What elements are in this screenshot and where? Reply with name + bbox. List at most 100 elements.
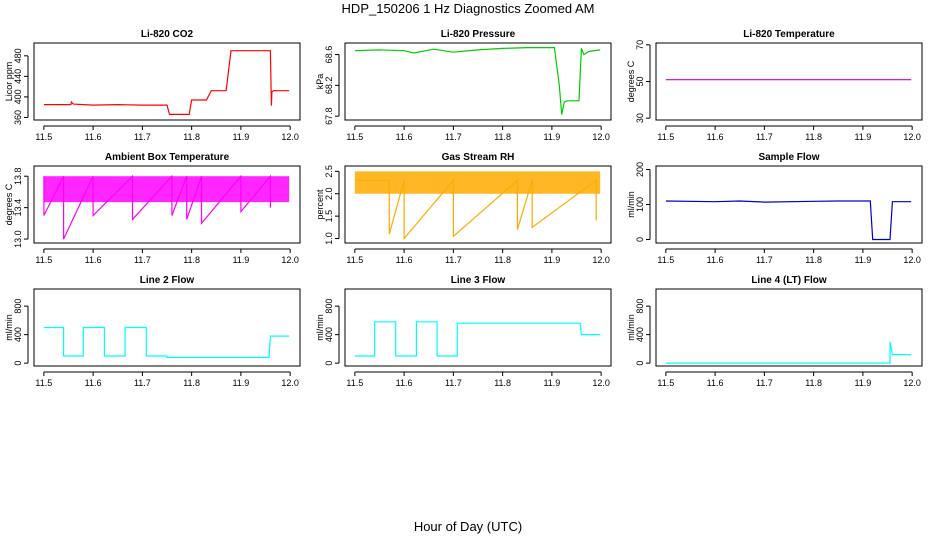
y-axis-label: percent xyxy=(315,189,325,220)
y-axis-label: Licor ppm xyxy=(4,62,14,102)
y-tick-label: 13.8 xyxy=(13,167,23,185)
noise-band xyxy=(43,176,290,203)
panel-title: Line 3 Flow xyxy=(451,275,506,286)
x-tick-label: 12.0 xyxy=(903,132,921,142)
y-tick-label: 440 xyxy=(13,69,23,84)
x-tick-label: 11.5 xyxy=(657,132,674,142)
y-tick-label: 13.0 xyxy=(13,230,23,248)
x-tick-label: 11.7 xyxy=(134,132,151,142)
panel-line-2-flow: Line 2 Flow ml/min 11.5 11.6 11.7 11.8 11.9 12.… xyxy=(4,275,301,388)
x-tick-label: 11.5 xyxy=(657,378,674,388)
y-tick-label: 13.4 xyxy=(13,199,23,217)
panel-li-820-pressure: Li-820 Pressure kPa 11.5 11.6 11.7 11.8 11.9 12… xyxy=(315,29,612,142)
data-series-line xyxy=(43,174,271,240)
x-tick-label: 11.7 xyxy=(134,255,151,265)
x-tick-label: 11.9 xyxy=(232,132,249,142)
x-tick-label: 11.7 xyxy=(445,255,462,265)
plot-frame xyxy=(655,42,923,121)
plot-frame xyxy=(33,165,301,244)
x-tick-label: 11.7 xyxy=(756,255,773,265)
y-axis-label: degrees C xyxy=(626,60,636,102)
plot-frame xyxy=(344,165,612,244)
y-axis-label: ml/min xyxy=(315,314,325,341)
x-tick-label: 12.0 xyxy=(281,255,299,265)
panel-title: Ambient Box Temperature xyxy=(105,152,230,163)
x-tick-label: 11.8 xyxy=(494,255,511,265)
x-tick-label: 12.0 xyxy=(592,132,610,142)
y-tick-label: 2.0 xyxy=(324,187,334,200)
panel-title: Li-820 Temperature xyxy=(743,29,835,40)
data-series-line xyxy=(43,326,290,358)
x-tick-label: 11.5 xyxy=(346,255,363,265)
data-series-line xyxy=(665,200,912,241)
data-series-line xyxy=(43,50,290,116)
panel-ambient-box-temperature: Ambient Box Temperature degrees C 11.5 11.6… xyxy=(4,152,301,265)
x-tick-label: 11.9 xyxy=(854,255,871,265)
y-tick-label: 67.8 xyxy=(324,107,334,125)
panel-sample-flow: Sample Flow ml/min 11.5 11.6 11.7 11.8 11.9 12.… xyxy=(626,152,923,265)
x-tick-label: 11.5 xyxy=(35,255,52,265)
panel-title: Li-820 Pressure xyxy=(441,29,516,40)
y-tick-label: 0 xyxy=(635,361,645,366)
x-tick-label: 11.8 xyxy=(183,132,200,142)
x-tick-label: 11.6 xyxy=(85,378,102,388)
x-tick-label: 12.0 xyxy=(903,255,921,265)
y-axis-label: ml/min xyxy=(626,314,636,341)
x-tick-label: 11.9 xyxy=(854,378,871,388)
y-tick-label: 1.0 xyxy=(324,232,334,245)
x-tick-label: 11.9 xyxy=(543,132,560,142)
y-tick-label: 360 xyxy=(13,110,23,125)
x-tick-label: 11.6 xyxy=(396,255,413,265)
panel-title: Line 4 (LT) Flow xyxy=(751,275,827,286)
y-tick-label: 400 xyxy=(13,89,23,104)
y-tick-label: 68.2 xyxy=(324,77,334,95)
y-axis-label: ml/min xyxy=(626,191,636,218)
y-tick-label: 400 xyxy=(635,327,645,342)
y-tick-label: 0 xyxy=(13,361,23,366)
panel-li-820-temperature: Li-820 Temperature degrees C 11.5 11.6 11.7 1… xyxy=(626,29,923,142)
x-tick-label: 12.0 xyxy=(592,378,610,388)
plot-frame xyxy=(344,288,612,367)
data-series-line xyxy=(354,321,601,357)
x-tick-label: 11.8 xyxy=(494,132,511,142)
panel-title: Line 2 Flow xyxy=(140,275,195,286)
panels-grid: Li-820 CO2 Licor ppm 11.5 11.6 11.7 11.8 11.9 1… xyxy=(4,29,923,388)
x-tick-label: 11.8 xyxy=(805,255,822,265)
x-tick-label: 11.8 xyxy=(805,378,822,388)
y-tick-label: 800 xyxy=(324,299,334,314)
x-tick-label: 11.5 xyxy=(346,132,363,142)
x-tick-label: 12.0 xyxy=(281,132,299,142)
x-tick-label: 11.6 xyxy=(707,255,724,265)
y-tick-label: 2.5 xyxy=(324,165,334,178)
y-tick-label: 200 xyxy=(635,162,645,177)
x-tick-label: 12.0 xyxy=(281,378,299,388)
x-tick-label: 11.6 xyxy=(85,255,102,265)
y-tick-label: 68.6 xyxy=(324,46,334,64)
y-tick-label: 800 xyxy=(13,299,23,314)
plot-frame xyxy=(33,42,301,121)
x-tick-label: 11.6 xyxy=(707,132,724,142)
panel-li-820-co2: Li-820 CO2 Licor ppm 11.5 11.6 11.7 11.8 11.9 1… xyxy=(4,29,301,142)
x-tick-label: 11.6 xyxy=(707,378,724,388)
data-series-line xyxy=(665,341,912,364)
panel-gas-stream-rh: Gas Stream RH percent 11.5 11.6 11.7 11.8 11.9… xyxy=(315,152,612,265)
y-tick-label: 30 xyxy=(635,113,645,123)
x-tick-label: 11.6 xyxy=(85,132,102,142)
y-tick-label: 400 xyxy=(13,327,23,342)
y-axis-label: ml/min xyxy=(4,314,14,341)
y-tick-label: 1.5 xyxy=(324,210,334,223)
y-tick-label: 50 xyxy=(635,76,645,86)
y-tick-label: 800 xyxy=(635,299,645,314)
panel-title: Gas Stream RH xyxy=(442,152,515,163)
x-tick-label: 11.9 xyxy=(232,378,249,388)
panel-line-3-flow: Line 3 Flow ml/min 11.5 11.6 11.7 11.8 11.9 12.… xyxy=(315,275,612,388)
x-tick-label: 11.7 xyxy=(134,378,151,388)
y-tick-label: 0 xyxy=(324,361,334,366)
x-tick-label: 11.7 xyxy=(756,378,773,388)
x-tick-label: 11.5 xyxy=(657,255,674,265)
panel-title: Li-820 CO2 xyxy=(141,29,194,40)
figure-x-axis-label: Hour of Day (UTC) xyxy=(414,519,522,534)
data-series-line xyxy=(354,46,601,115)
figure-title: HDP_150206 1 Hz Diagnostics Zoomed AM xyxy=(342,1,595,16)
x-tick-label: 11.9 xyxy=(854,132,871,142)
